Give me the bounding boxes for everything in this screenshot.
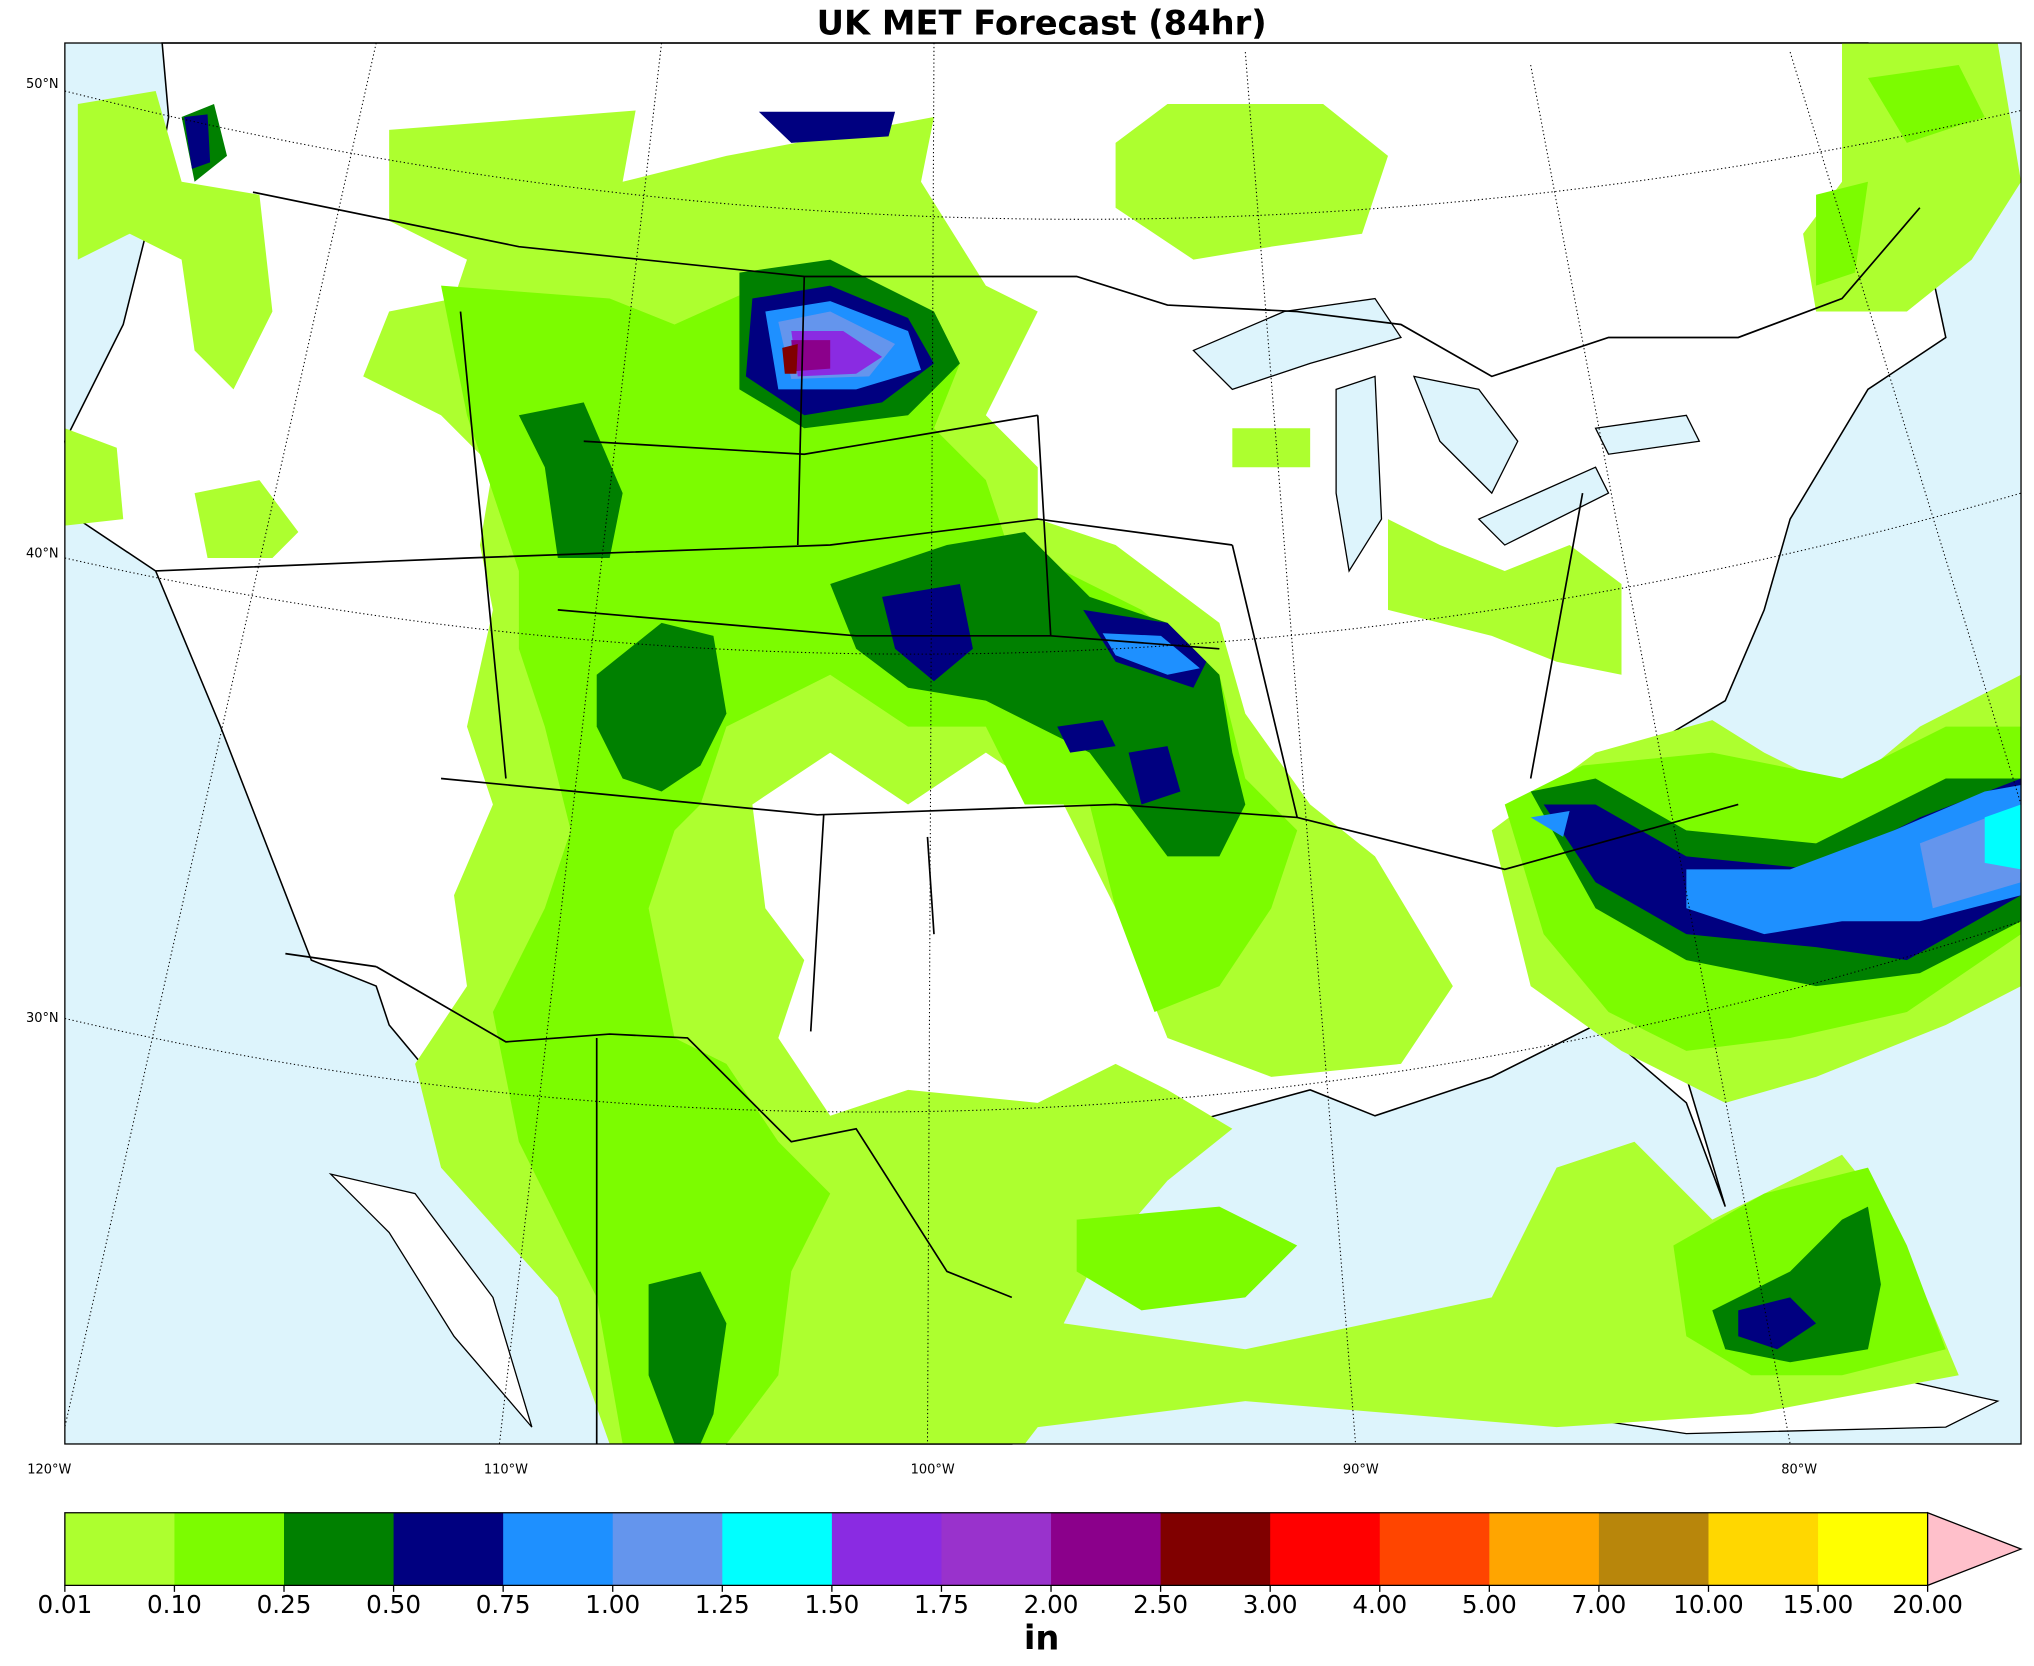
colorbar-extend	[1926, 1511, 2023, 1587]
precip-area	[596, 622, 727, 792]
map	[64, 42, 2022, 1445]
colorbar-label: 2.00	[1024, 1590, 1079, 1619]
colorbar-box	[1270, 1512, 1381, 1586]
lon-label: 120°W	[27, 1462, 71, 1477]
precip-area	[1387, 519, 1622, 675]
colorbar-box	[64, 1512, 176, 1586]
baja	[328, 1173, 533, 1428]
colorbar-label: 5.00	[1462, 1590, 1517, 1619]
precip-area	[1115, 103, 1388, 260]
precip-area	[1530, 810, 1570, 837]
precip-area	[1232, 428, 1311, 468]
colorbar-label: 7.00	[1571, 1590, 1626, 1619]
colorbar-box	[1818, 1512, 1929, 1586]
lon-label: 100°W	[911, 1462, 955, 1477]
colorbar-box	[722, 1512, 833, 1586]
precip-area	[441, 266, 1298, 1444]
colorbar-label: 2.50	[1133, 1590, 1188, 1619]
colorbar-box	[284, 1512, 395, 1586]
precip-area	[194, 480, 299, 558]
colorbar-box	[612, 1512, 723, 1586]
precip-area	[758, 111, 896, 143]
colorbar-box	[174, 1512, 285, 1586]
precip-area	[1076, 1206, 1298, 1311]
precip-area	[64, 428, 124, 526]
precip-area	[782, 343, 798, 374]
colorbar-label: 20.00	[1892, 1590, 1963, 1619]
precip-area	[1102, 633, 1200, 675]
colorbar-box	[1598, 1512, 1710, 1586]
title: UK MET Forecast (84hr)	[817, 3, 1267, 42]
colorbar-box	[1160, 1512, 1271, 1586]
precip-area	[184, 114, 211, 169]
precip-area	[1057, 720, 1116, 753]
lon-label: 110°W	[484, 1462, 528, 1477]
lat-label: 40°N	[26, 547, 59, 562]
colorbar-label: 0.75	[476, 1590, 531, 1619]
precip-area	[882, 583, 973, 682]
precip-area	[648, 1271, 727, 1444]
colorbar-label: 0.50	[366, 1590, 421, 1619]
colorbar-label: 0.10	[147, 1590, 202, 1619]
colorbar-box	[393, 1512, 504, 1586]
precip-area	[1984, 804, 2022, 870]
colorbar-label: 1.50	[804, 1590, 859, 1619]
lon-label: 80°W	[1781, 1462, 1817, 1477]
colorbar-label: 0.25	[257, 1590, 312, 1619]
lon-label: 90°W	[1343, 1462, 1379, 1477]
colorbar-label: 1.25	[695, 1590, 750, 1619]
colorbar-label: 10.00	[1673, 1590, 1744, 1619]
colorbar-label: 3.00	[1243, 1590, 1298, 1619]
precip-area	[1128, 746, 1181, 805]
colorbar-label: 4.00	[1352, 1590, 1407, 1619]
colorbar-box	[1051, 1512, 1162, 1586]
precip-area	[1738, 1297, 1817, 1350]
borders	[155, 191, 1921, 1444]
colorbar-box	[941, 1512, 1052, 1586]
colorbar-box	[831, 1512, 943, 1586]
colorbar-label: 15.00	[1783, 1590, 1854, 1619]
lat-label: 30°N	[26, 1011, 59, 1026]
colorbar-box	[1708, 1512, 1819, 1586]
colorbar-label: 0.01	[37, 1590, 92, 1619]
colorbar-label: 1.75	[914, 1590, 969, 1619]
colorbar-unit: in	[1024, 1618, 1060, 1657]
precip-area	[1816, 181, 1868, 286]
precip-area	[1867, 65, 1985, 143]
precip-area	[791, 340, 831, 372]
colorbar-outline	[64, 1512, 1928, 1587]
colorbar-box	[503, 1512, 614, 1586]
lat-label: 50°N	[26, 77, 59, 92]
colorbar-box	[1379, 1512, 1490, 1586]
precip-area	[77, 91, 273, 390]
colorbar-box	[1489, 1512, 1600, 1586]
graticule	[64, 42, 2022, 1445]
colorbar-label: 1.00	[585, 1590, 640, 1619]
map-frame	[64, 42, 2022, 1445]
